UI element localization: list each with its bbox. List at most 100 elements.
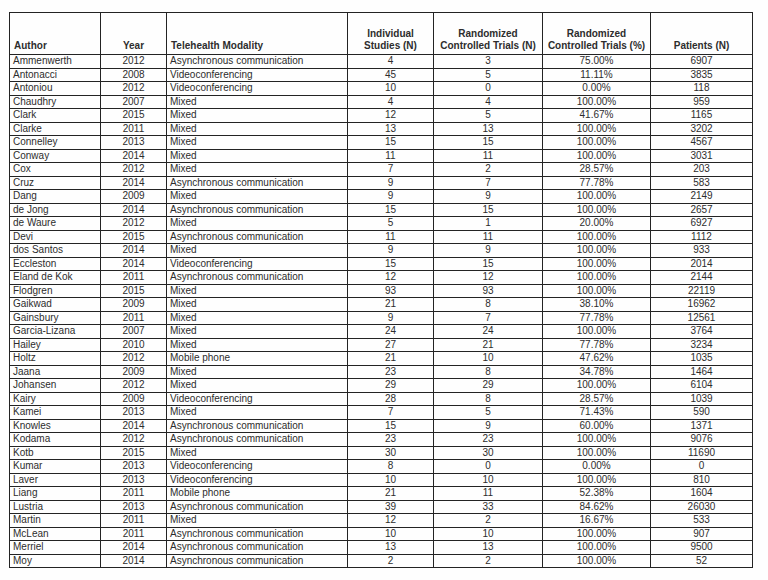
cell-patients-n: 3835 [651,68,753,82]
cell-patients-n: 0 [651,460,753,474]
cell-randomized-controlled-trials-pct: 47.62% [543,352,651,366]
cell-year: 2015 [101,230,167,244]
cell-author: de Waure [10,217,101,231]
cell-telehealth-modality: Videoconferencing [167,68,348,82]
cell-patients-n: 1604 [651,487,753,501]
cell-randomized-controlled-trials-n: 13 [434,541,543,555]
cell-individual-studies-n: 24 [348,325,434,339]
cell-randomized-controlled-trials-pct: 100.00% [543,244,651,258]
header-row: AuthorYearTelehealth ModalityIndividual … [10,13,753,55]
cell-year: 2013 [101,406,167,420]
cell-patients-n: 6104 [651,379,753,393]
cell-patients-n: 1035 [651,352,753,366]
cell-year: 2011 [101,311,167,325]
cell-year: 2014 [101,149,167,163]
cell-individual-studies-n: 10 [348,473,434,487]
cell-author: Conway [10,149,101,163]
cell-randomized-controlled-trials-pct: 77.78% [543,176,651,190]
cell-individual-studies-n: 23 [348,433,434,447]
cell-author: Antonacci [10,68,101,82]
cell-patients-n: 3764 [651,325,753,339]
cell-telehealth-modality: Mixed [167,284,348,298]
cell-randomized-controlled-trials-n: 9 [434,244,543,258]
cell-randomized-controlled-trials-pct: 100.00% [543,284,651,298]
cell-individual-studies-n: 21 [348,352,434,366]
cell-randomized-controlled-trials-pct: 100.00% [543,446,651,460]
cell-randomized-controlled-trials-pct: 100.00% [543,379,651,393]
cell-author: McLean [10,527,101,541]
cell-randomized-controlled-trials-pct: 0.00% [543,82,651,96]
table-row: de Waure2012Mixed5120.00%6927 [10,217,753,231]
cell-author: dos Santos [10,244,101,258]
cell-author: Kodama [10,433,101,447]
cell-author: Kotb [10,446,101,460]
cell-telehealth-modality: Videoconferencing [167,460,348,474]
cell-author: Garcia-Lizana [10,325,101,339]
cell-randomized-controlled-trials-n: 2 [434,163,543,177]
cell-telehealth-modality: Videoconferencing [167,82,348,96]
cell-patients-n: 6927 [651,217,753,231]
table-row: Connelley2013Mixed1515100.00%4567 [10,136,753,150]
cell-author: Liang [10,487,101,501]
cell-patients-n: 1371 [651,419,753,433]
cell-telehealth-modality: Mixed [167,109,348,123]
cell-patients-n: 3234 [651,338,753,352]
cell-author: Connelley [10,136,101,150]
table-header: AuthorYearTelehealth ModalityIndividual … [10,13,753,55]
cell-year: 2012 [101,82,167,96]
cell-patients-n: 590 [651,406,753,420]
cell-randomized-controlled-trials-pct: 100.00% [543,325,651,339]
table-row: Kairy2009Videoconferencing28828.57%1039 [10,392,753,406]
cell-year: 2009 [101,365,167,379]
table-row: Kotb2015Mixed3030100.00%11690 [10,446,753,460]
cell-randomized-controlled-trials-n: 2 [434,514,543,528]
cell-individual-studies-n: 29 [348,379,434,393]
table-row: Liang2011Mobile phone211152.38%1604 [10,487,753,501]
cell-telehealth-modality: Asynchronous communication [167,554,348,568]
cell-year: 2012 [101,55,167,69]
cell-year: 2012 [101,433,167,447]
cell-individual-studies-n: 7 [348,406,434,420]
cell-randomized-controlled-trials-n: 30 [434,446,543,460]
cell-telehealth-modality: Mixed [167,122,348,136]
cell-patients-n: 959 [651,95,753,109]
cell-individual-studies-n: 9 [348,176,434,190]
cell-year: 2011 [101,527,167,541]
cell-individual-studies-n: 15 [348,136,434,150]
table-row: Hailey2010Mixed272177.78%3234 [10,338,753,352]
cell-patients-n: 933 [651,244,753,258]
cell-telehealth-modality: Asynchronous communication [167,527,348,541]
cell-author: Cruz [10,176,101,190]
cell-telehealth-modality: Mixed [167,95,348,109]
cell-telehealth-modality: Mixed [167,446,348,460]
cell-individual-studies-n: 11 [348,230,434,244]
cell-telehealth-modality: Mobile phone [167,352,348,366]
cell-randomized-controlled-trials-pct: 75.00% [543,55,651,69]
cell-randomized-controlled-trials-n: 5 [434,109,543,123]
cell-randomized-controlled-trials-n: 24 [434,325,543,339]
cell-telehealth-modality: Mixed [167,338,348,352]
cell-year: 2013 [101,473,167,487]
cell-randomized-controlled-trials-n: 8 [434,392,543,406]
cell-author: Eccleston [10,257,101,271]
cell-patients-n: 1039 [651,392,753,406]
cell-randomized-controlled-trials-pct: 100.00% [543,122,651,136]
table-row: Antonacci2008Videoconferencing45511.11%3… [10,68,753,82]
cell-telehealth-modality: Mobile phone [167,487,348,501]
cell-individual-studies-n: 9 [348,190,434,204]
cell-individual-studies-n: 8 [348,460,434,474]
cell-author: Lustria [10,500,101,514]
cell-randomized-controlled-trials-n: 11 [434,487,543,501]
cell-telehealth-modality: Asynchronous communication [167,419,348,433]
cell-randomized-controlled-trials-pct: 100.00% [543,473,651,487]
table-row: Eland de Kok2011Asynchronous communicati… [10,271,753,285]
cell-year: 2013 [101,460,167,474]
cell-randomized-controlled-trials-pct: 100.00% [543,433,651,447]
cell-randomized-controlled-trials-n: 9 [434,190,543,204]
cell-author: Kumar [10,460,101,474]
cell-telehealth-modality: Videoconferencing [167,392,348,406]
cell-telehealth-modality: Mixed [167,365,348,379]
table-row: Conway2014Mixed1111100.00%3031 [10,149,753,163]
cell-author: Devi [10,230,101,244]
cell-patients-n: 203 [651,163,753,177]
